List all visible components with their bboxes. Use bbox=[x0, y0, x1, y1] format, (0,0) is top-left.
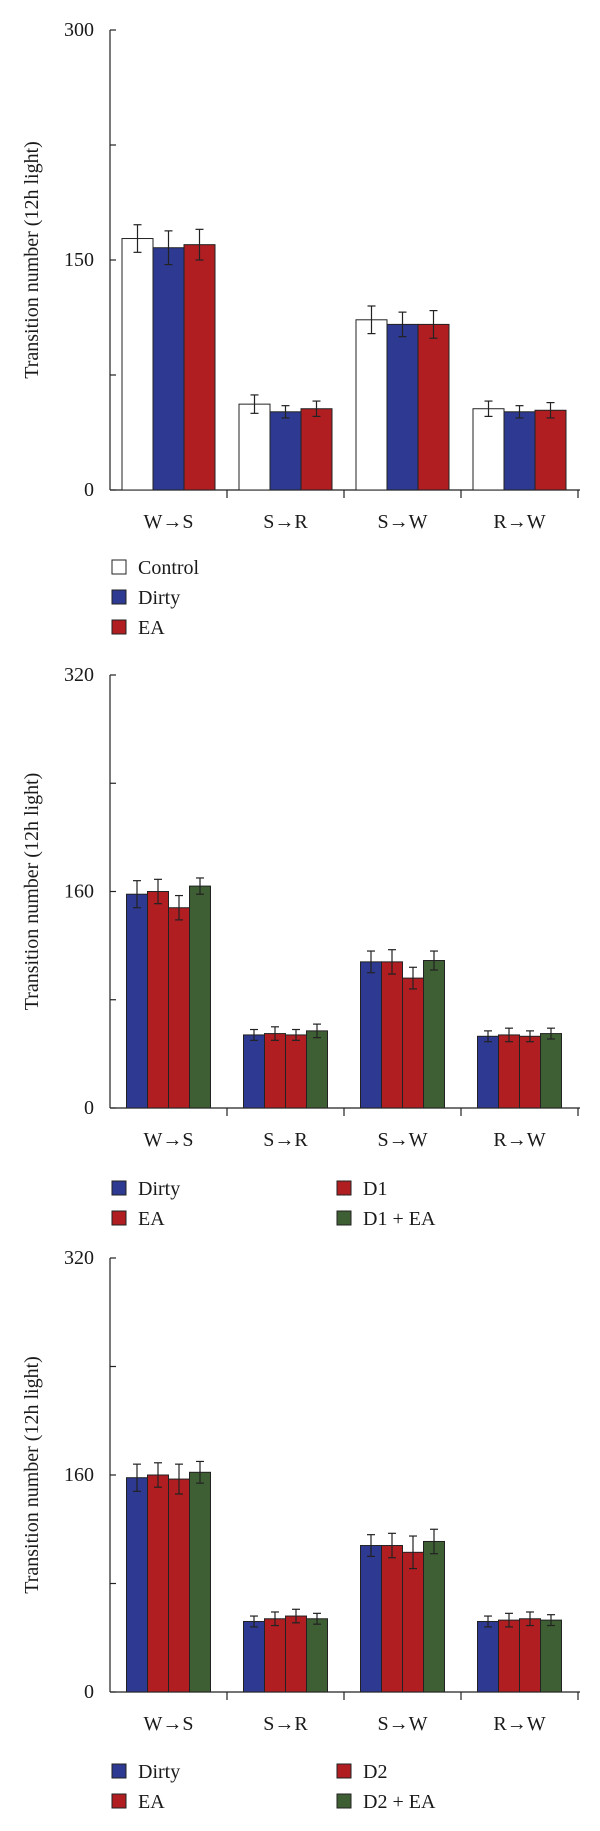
x-tick-label: S→W bbox=[378, 1129, 428, 1151]
legend-label: D2 bbox=[363, 1761, 387, 1783]
x-tick-label: W→S bbox=[144, 1713, 194, 1735]
y-tick-label: 320 bbox=[64, 664, 94, 686]
chart-panel-3: 0 160 320 Transition number (12h light) W→S S… bbox=[21, 1247, 580, 1813]
bar bbox=[381, 1545, 403, 1693]
bar bbox=[355, 319, 388, 491]
bar bbox=[147, 891, 169, 1109]
bar bbox=[477, 1620, 499, 1693]
chart-panel-1: 0 150 300 Transition number (12h light) W→S S… bbox=[21, 19, 580, 639]
y-tick-label: 0 bbox=[84, 479, 94, 501]
legend-swatch bbox=[111, 1180, 127, 1196]
bar bbox=[147, 1474, 169, 1693]
legend-label: EA bbox=[138, 1208, 165, 1230]
bar bbox=[477, 1035, 499, 1109]
bar bbox=[189, 1471, 211, 1693]
x-tick-label: S→R bbox=[263, 1129, 308, 1151]
bar bbox=[183, 244, 216, 491]
x-tick-label: S→R bbox=[263, 511, 308, 533]
x-tick-label: W→S bbox=[144, 1129, 194, 1151]
y-tick-label: 0 bbox=[84, 1681, 94, 1703]
x-tick-label: W→S bbox=[144, 511, 194, 533]
y-axis-label: Transition number (12h light) bbox=[21, 141, 43, 379]
bar bbox=[168, 1478, 190, 1693]
bar bbox=[238, 403, 271, 491]
bar bbox=[498, 1034, 520, 1109]
y-tick-label: 300 bbox=[64, 19, 94, 41]
bar bbox=[126, 1477, 148, 1693]
x-tick-label: S→W bbox=[378, 1713, 428, 1735]
legend: Dirty EA D2 D2 + EA bbox=[111, 1761, 436, 1813]
bar bbox=[534, 409, 567, 491]
legend-swatch bbox=[336, 1210, 352, 1226]
legend-label: D1 bbox=[363, 1178, 387, 1200]
bar bbox=[360, 1545, 382, 1693]
bar bbox=[417, 323, 450, 491]
bar bbox=[121, 238, 154, 491]
y-tick-label: 0 bbox=[84, 1097, 94, 1119]
legend-swatch bbox=[336, 1793, 352, 1809]
legend-swatch bbox=[336, 1763, 352, 1779]
y-tick-label: 160 bbox=[64, 881, 94, 903]
legend-swatch bbox=[111, 589, 127, 605]
legend-label: EA bbox=[138, 1791, 165, 1813]
bar bbox=[189, 885, 211, 1109]
chart-panel-2: 0 160 320 Transition number (12h light) W→S S… bbox=[21, 664, 580, 1230]
bar bbox=[381, 961, 403, 1109]
bar bbox=[519, 1035, 541, 1109]
bar bbox=[152, 247, 185, 491]
y-axis-label: Transition number (12h light) bbox=[21, 1356, 43, 1594]
x-tick-label: S→W bbox=[378, 511, 428, 533]
bar bbox=[285, 1034, 307, 1109]
legend-swatch bbox=[336, 1180, 352, 1196]
legend-label: D1 + EA bbox=[363, 1208, 436, 1230]
bar bbox=[423, 1540, 445, 1693]
y-tick-label: 150 bbox=[64, 249, 94, 271]
legend-swatch bbox=[111, 1210, 127, 1226]
y-axis-label: Transition number (12h light) bbox=[21, 773, 43, 1011]
legend-swatch bbox=[111, 559, 127, 575]
x-tick-label: S→R bbox=[263, 1713, 308, 1735]
legend-swatch bbox=[111, 1793, 127, 1809]
bar bbox=[168, 907, 190, 1109]
legend-label: Dirty bbox=[138, 1761, 180, 1783]
bar bbox=[472, 408, 505, 491]
bar bbox=[423, 960, 445, 1109]
x-tick-label: R→W bbox=[493, 511, 545, 533]
bar bbox=[402, 1551, 424, 1693]
bar bbox=[243, 1034, 265, 1109]
bar bbox=[498, 1619, 520, 1693]
bar bbox=[402, 977, 424, 1109]
legend-label: Control bbox=[138, 557, 200, 579]
y-tick-label: 320 bbox=[64, 1247, 94, 1269]
bar bbox=[285, 1615, 307, 1693]
legend-swatch bbox=[111, 1763, 127, 1779]
bar bbox=[386, 323, 419, 491]
legend: Control Dirty EA bbox=[111, 557, 200, 639]
bar bbox=[300, 408, 333, 491]
legend-swatch bbox=[111, 619, 127, 635]
bar bbox=[360, 961, 382, 1109]
legend-label: EA bbox=[138, 617, 165, 639]
legend: Dirty EA D1 D1 + EA bbox=[111, 1178, 436, 1230]
bar bbox=[503, 411, 536, 491]
x-tick-label: R→W bbox=[493, 1129, 545, 1151]
bar bbox=[519, 1618, 541, 1693]
bar bbox=[126, 893, 148, 1109]
bar bbox=[264, 1033, 286, 1109]
bar bbox=[306, 1618, 328, 1693]
bar bbox=[269, 411, 302, 491]
bar bbox=[540, 1033, 562, 1109]
bar bbox=[264, 1618, 286, 1693]
y-tick-label: 160 bbox=[64, 1464, 94, 1486]
bar bbox=[243, 1620, 265, 1693]
legend-label: Dirty bbox=[138, 587, 180, 609]
bar bbox=[540, 1619, 562, 1693]
bar bbox=[306, 1030, 328, 1109]
legend-label: D2 + EA bbox=[363, 1791, 436, 1813]
legend-label: Dirty bbox=[138, 1178, 180, 1200]
x-tick-label: R→W bbox=[493, 1713, 545, 1735]
